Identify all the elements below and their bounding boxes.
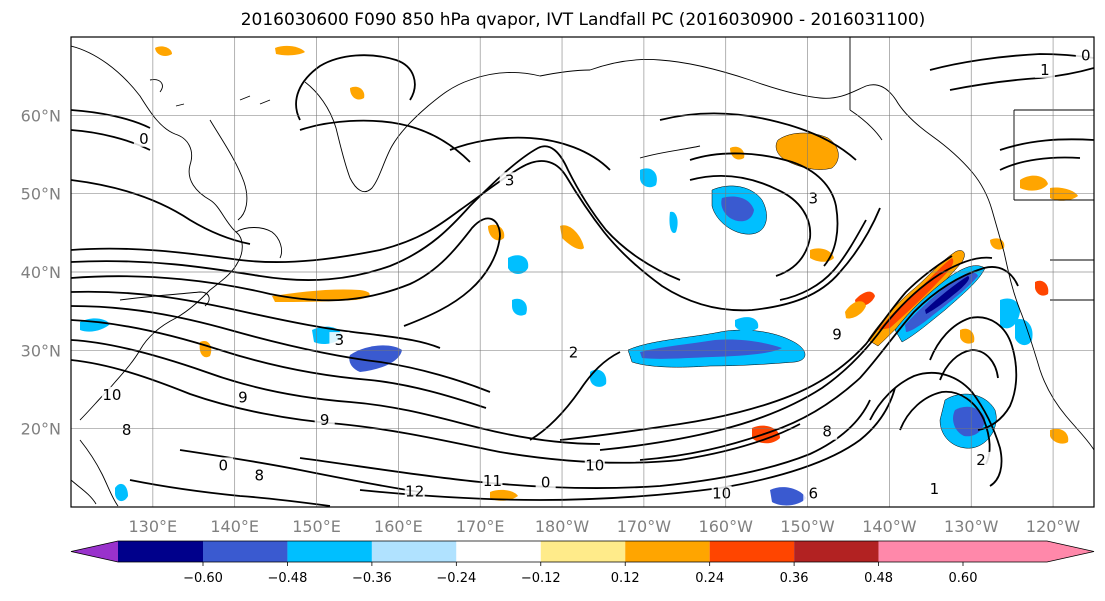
- longitude-tick-label: 150°W: [780, 517, 835, 536]
- contour-label-background: [971, 451, 992, 468]
- colorbar-tick-label: −0.48: [268, 571, 308, 586]
- colorbar-extend-low: [71, 541, 118, 562]
- longitude-tick-label: 170°E: [456, 517, 505, 536]
- contour-label-background: [232, 389, 253, 406]
- contour-label-background: [817, 423, 838, 440]
- colorbar-segment: [456, 541, 541, 562]
- contour-label: 10: [712, 485, 731, 503]
- contour-label-background: [404, 483, 425, 500]
- contour-label-background: [563, 344, 584, 361]
- contour-label-background: [924, 480, 945, 497]
- longitude-tick-label: 160°W: [699, 517, 754, 536]
- colorbar-tick-label: −0.12: [521, 571, 561, 586]
- contour-label: 2: [569, 344, 579, 362]
- contour-label: 3: [335, 331, 345, 349]
- contour-label-background: [1034, 61, 1055, 78]
- longitude-tick-label: 120°W: [1026, 517, 1081, 536]
- longitude-tick-label: 140°W: [862, 517, 917, 536]
- longitude-tick-label: 140°E: [210, 517, 259, 536]
- longitude-tick-label: 130°E: [129, 517, 178, 536]
- contour-label: 0: [218, 456, 228, 474]
- colorbar-segment: [625, 541, 710, 562]
- colorbar-segment: [203, 541, 288, 562]
- contour-label: 3: [505, 171, 515, 189]
- contour-label: 8: [122, 421, 132, 439]
- colorbar-outline: [70, 540, 1095, 563]
- longitude-tick-label: 180°W: [535, 517, 590, 536]
- longitude-tick-label: 160°E: [374, 517, 423, 536]
- colorbar-tick-label: −0.24: [436, 571, 476, 586]
- colorbar-segment: [118, 541, 203, 562]
- colorbar-tick-label: 0.24: [695, 571, 724, 586]
- latitude-tick-label: 60°N: [21, 106, 61, 125]
- latitude-tick-label: 20°N: [21, 420, 61, 439]
- contour-label-background: [101, 386, 122, 403]
- contour-label-background: [116, 422, 137, 439]
- contour-label-background: [213, 457, 234, 474]
- contour-label: 0: [541, 474, 551, 492]
- contour-label-background: [803, 190, 824, 207]
- contour-label-background: [133, 130, 154, 147]
- contour-label-background: [803, 485, 824, 502]
- contour-label-background: [827, 326, 848, 343]
- contour-label: 11: [483, 472, 502, 490]
- colorbar-tick-label: 0.48: [864, 571, 893, 586]
- colorbar: −0.60 −0.48 −0.36 −0.24 −0.12 0.12 0.24 0.36 0.4…: [70, 540, 1095, 586]
- contour-label: 1: [930, 480, 940, 498]
- contour-label: 6: [809, 485, 819, 503]
- contour-label-background: [314, 411, 335, 428]
- contour-label-background: [482, 473, 503, 490]
- longitude-ticks: 130°E 140°E 150°E 160°E 170°E 180°W 170°W 160°W…: [129, 517, 1081, 536]
- latitude-tick-label: 40°N: [21, 263, 61, 282]
- contour-label: 9: [238, 388, 248, 406]
- longitude-tick-label: 170°W: [617, 517, 672, 536]
- longitude-tick-label: 130°W: [944, 517, 999, 536]
- colorbar-segment: [540, 541, 626, 562]
- contour-label: 2: [976, 451, 986, 469]
- contour-label: 9: [832, 326, 842, 344]
- colorbar-segment: [709, 541, 795, 562]
- contour-label-background: [535, 474, 556, 491]
- contour-label: 1: [1040, 61, 1050, 79]
- contour-label: 9: [320, 411, 330, 429]
- contour-label: 10: [585, 456, 604, 474]
- colorbar-tick-label: −0.36: [352, 571, 392, 586]
- contour-label: 0: [139, 130, 149, 148]
- map-frame: [70, 36, 1095, 508]
- colorbar-segment: [371, 541, 457, 562]
- contour-label: 8: [254, 467, 264, 485]
- figure-title: 2016030600 F090 850 hPa qvapor, IVT Land…: [241, 10, 926, 30]
- colorbar-extend-high: [1047, 541, 1094, 562]
- contour-label: 8: [822, 423, 832, 441]
- colorbar-tick-label: 0.60: [949, 571, 978, 586]
- contour-label-background: [329, 332, 350, 349]
- contour-label: 3: [809, 189, 819, 207]
- colorbar-tick-label: 0.12: [611, 571, 640, 586]
- contour-label-background: [584, 457, 605, 474]
- colorbar-tick-label: −0.60: [183, 571, 223, 586]
- graticule: [71, 37, 1094, 507]
- contour-label: 10: [102, 386, 121, 404]
- colorbar-tick-label: 0.36: [780, 571, 809, 586]
- colorbar-segment: [878, 541, 1047, 562]
- colorbar-segment: [287, 541, 372, 562]
- contour-label-background: [1075, 47, 1094, 64]
- latitude-tick-label: 30°N: [21, 341, 61, 360]
- longitude-tick-label: 150°E: [292, 517, 341, 536]
- contour-label-background: [249, 467, 270, 484]
- colorbar-segment: [794, 541, 879, 562]
- contour-label: 12: [405, 482, 424, 500]
- latitude-tick-label: 50°N: [21, 185, 61, 204]
- contour-label-background: [711, 485, 732, 502]
- latitude-ticks: 20°N 30°N 40°N 50°N 60°N: [21, 106, 61, 438]
- contour-label: 0: [1081, 47, 1091, 65]
- contour-label-background: [499, 172, 520, 189]
